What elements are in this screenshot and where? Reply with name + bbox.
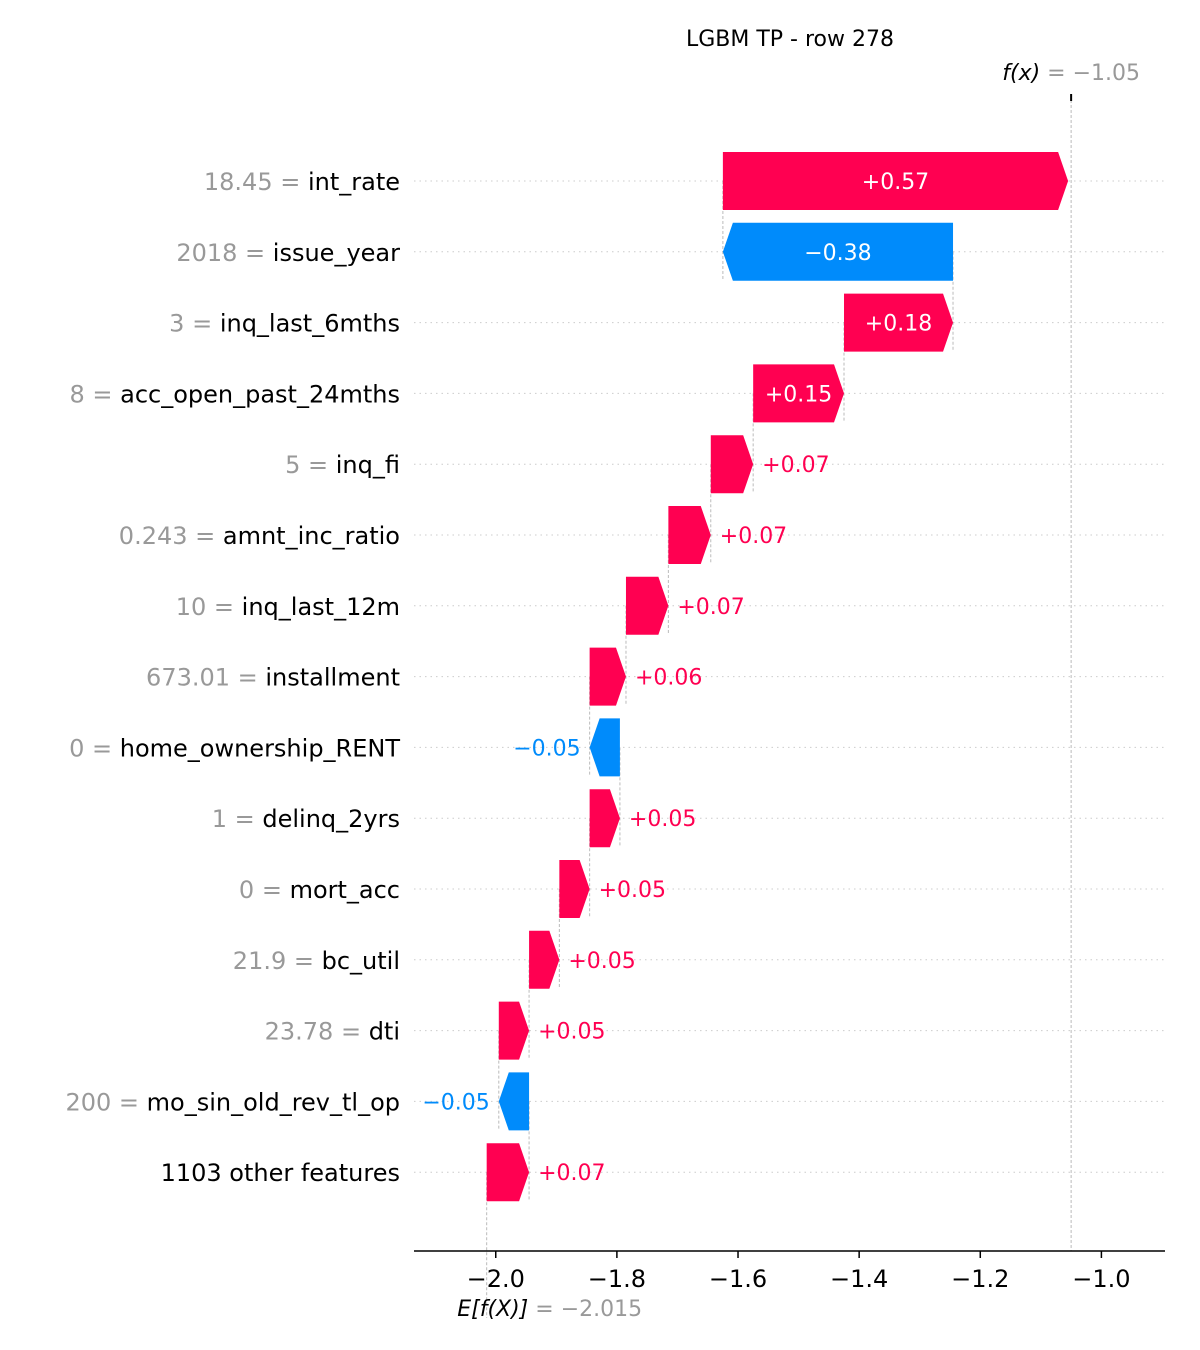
waterfall-bar <box>589 718 620 777</box>
x-tick-label: −1.0 <box>1072 1265 1130 1293</box>
feature-value: 8 = <box>69 380 120 408</box>
feature-value: 1 = <box>212 805 263 833</box>
bar-value-label: −0.05 <box>513 736 580 761</box>
feature-label: 23.78 = dti <box>265 1018 400 1046</box>
base-value-label: E[f(X)] = −2.015 <box>457 1297 642 1322</box>
feature-name: 1103 other features <box>161 1159 400 1187</box>
waterfall-bar <box>668 506 711 564</box>
feature-value: 21.9 = <box>233 947 322 975</box>
feature-name: bc_util <box>322 947 400 975</box>
feature-value: 23.78 = <box>265 1018 369 1046</box>
x-tick-label: −1.4 <box>830 1265 888 1293</box>
feature-value: 0 = <box>69 734 120 762</box>
waterfall-bar <box>844 293 954 352</box>
feature-name: mo_sin_old_rev_tl_op <box>147 1088 400 1116</box>
x-tick-label: −1.2 <box>951 1265 1009 1293</box>
waterfall-bar <box>529 930 560 989</box>
output-value-number: = −1.05 <box>1040 61 1140 86</box>
waterfall-bar <box>498 1001 530 1060</box>
waterfall-bar <box>589 647 626 706</box>
feature-value: 3 = <box>169 310 220 338</box>
bar-value-label: +0.05 <box>568 949 635 974</box>
feature-value: 0 = <box>239 876 290 904</box>
waterfall-bar <box>722 222 954 281</box>
bar-value-label: +0.18 <box>865 312 932 337</box>
output-value-symbol: f(x) <box>1002 61 1040 86</box>
output-value-label: f(x) = −1.05 <box>1002 61 1140 86</box>
waterfall-bar <box>753 364 845 423</box>
waterfall-bar <box>559 860 590 918</box>
bar-value-label: +0.07 <box>720 524 787 549</box>
waterfall-bar <box>722 152 1069 210</box>
bar-value-label: +0.57 <box>862 170 929 195</box>
bar-value-label: +0.07 <box>762 453 829 478</box>
feature-name: delinq_2yrs <box>262 805 400 833</box>
feature-label: 673.01 = installment <box>146 664 400 692</box>
feature-label: 10 = inq_last_12m <box>176 593 400 621</box>
feature-name: installment <box>265 664 400 692</box>
bar-value-label: +0.07 <box>538 1161 605 1186</box>
feature-value: 200 = <box>65 1088 146 1116</box>
feature-label: 0 = home_ownership_RENT <box>69 734 400 762</box>
feature-name: acc_open_past_24mths <box>120 380 400 408</box>
feature-name: inq_fi <box>336 451 400 479</box>
feature-label: 1 = delinq_2yrs <box>212 805 400 833</box>
feature-label: 2018 = issue_year <box>176 239 400 267</box>
feature-value: 0.243 = <box>119 522 223 550</box>
bar-value-label: −0.38 <box>804 241 871 266</box>
feature-name: int_rate <box>308 168 400 196</box>
x-tick-label: −2.0 <box>467 1265 525 1293</box>
feature-label: 200 = mo_sin_old_rev_tl_op <box>65 1088 400 1116</box>
base-value-symbol: E[f(X)] <box>457 1297 528 1322</box>
feature-label: 0 = mort_acc <box>239 876 400 904</box>
feature-name: issue_year <box>273 239 400 267</box>
feature-name: dti <box>369 1018 400 1046</box>
feature-name: inq_last_12m <box>242 593 400 621</box>
x-tick-label: −1.8 <box>588 1265 646 1293</box>
feature-name: amnt_inc_ratio <box>223 522 400 550</box>
feature-value: 673.01 = <box>146 664 265 692</box>
feature-label: 21.9 = bc_util <box>233 947 400 975</box>
x-axis: −2.0 −1.8 −1.6 −1.4 −1.2 −1.0 <box>414 1250 1165 1293</box>
bar-value-label: +0.06 <box>635 666 702 691</box>
bar-value-label: +0.05 <box>629 807 696 832</box>
feature-value: 5 = <box>285 451 336 479</box>
feature-value: 10 = <box>176 593 242 621</box>
base-value-number: = −2.015 <box>528 1297 642 1322</box>
waterfall-bar <box>486 1143 530 1202</box>
waterfall-bar <box>589 789 620 848</box>
bar-value-label: +0.15 <box>765 382 832 407</box>
feature-label: 18.45 = int_rate <box>204 168 400 196</box>
bar-value-label: +0.07 <box>677 595 744 620</box>
feature-name: mort_acc <box>290 876 400 904</box>
bar-value-label: +0.05 <box>599 878 666 903</box>
chart-title: LGBM TP - row 278 <box>686 27 894 52</box>
feature-name: home_ownership_RENT <box>120 734 401 762</box>
feature-name: inq_last_6mths <box>220 310 400 338</box>
waterfall-bar <box>710 435 754 494</box>
bar-value-label: −0.05 <box>422 1090 489 1115</box>
x-tick-label: −1.6 <box>709 1265 767 1293</box>
feature-value: 18.45 = <box>204 168 308 196</box>
waterfall-bar <box>498 1072 530 1131</box>
feature-label: 0.243 = amnt_inc_ratio <box>119 522 400 550</box>
feature-label: 1103 other features <box>161 1159 400 1187</box>
feature-label: 5 = inq_fi <box>285 451 400 479</box>
bar-value-label: +0.05 <box>538 1020 605 1045</box>
feature-value: 2018 = <box>176 239 272 267</box>
bars-layer: +0.57 −0.38 +0.18 +0.15 +0.07 +0.07 +0.07 +0.06… <box>422 152 1069 1202</box>
waterfall-bar <box>625 576 669 635</box>
feature-labels: 18.45 = int_rate 2018 = issue_year 3 = inq… <box>65 168 400 1187</box>
feature-label: 8 = acc_open_past_24mths <box>69 380 400 408</box>
feature-label: 3 = inq_last_6mths <box>169 310 400 338</box>
